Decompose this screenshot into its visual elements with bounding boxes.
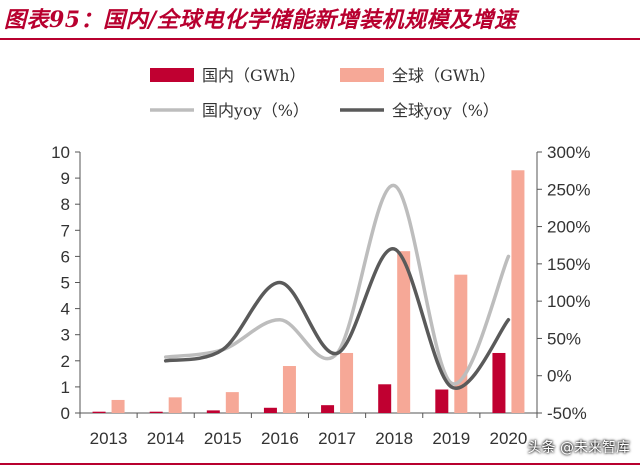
x-tick-label: 2020 [490, 429, 528, 448]
x-tick-label: 2015 [204, 429, 242, 448]
global-bar [225, 392, 239, 413]
left-tick-label: 5 [61, 274, 70, 293]
watermark: 头条 @未来智库 [527, 440, 630, 456]
x-tick-label: 2018 [375, 429, 413, 448]
domestic-bar [149, 411, 163, 413]
right-tick-label: -50% [547, 404, 587, 423]
left-tick-label: 9 [61, 169, 70, 188]
right-tick-label: 300% [547, 143, 590, 162]
right-tick-label: 100% [547, 292, 590, 311]
right-tick-label: 200% [547, 218, 590, 237]
left-tick-label: 0 [61, 404, 70, 423]
chart-title: 图表95：国内/全球电化学储能新增装机规模及增速 [4, 7, 517, 33]
left-tick-label: 3 [61, 326, 70, 345]
left-tick-label: 4 [61, 300, 70, 319]
global-bar [282, 366, 296, 413]
left-tick-label: 7 [61, 221, 70, 240]
domestic-bar [263, 407, 277, 413]
global-bar [511, 170, 525, 413]
right-tick-label: 150% [547, 255, 590, 274]
legend-domestic-gwh-label: 国内（GWh） [202, 66, 306, 85]
x-tick-label: 2013 [90, 429, 128, 448]
left-tick-label: 8 [61, 195, 70, 214]
x-tick-label: 2014 [147, 429, 185, 448]
domestic-bar [92, 411, 106, 413]
right-tick-label: 0% [547, 367, 572, 386]
x-tick-label: 2019 [432, 429, 470, 448]
global-bar [454, 274, 468, 413]
domestic-bar [206, 410, 220, 413]
domestic-bar [378, 384, 392, 413]
title-bar: 图表95：国内/全球电化学储能新增装机规模及增速 [0, 0, 640, 38]
title-underline [0, 38, 640, 40]
right-tick-label: 50% [547, 329, 581, 348]
x-tick-label: 2016 [261, 429, 299, 448]
right-tick-label: 250% [547, 180, 590, 199]
legend-global-yoy-label: 全球yoy（%） [392, 101, 499, 120]
legend-domestic-gwh-swatch [150, 68, 194, 82]
domestic-yoy-line [163, 183, 511, 386]
left-tick-label: 6 [61, 247, 70, 266]
legend-global-gwh-label: 全球（GWh） [392, 66, 496, 85]
domestic-bar [321, 405, 335, 413]
bottom-rule [0, 463, 640, 465]
global-bar [340, 352, 354, 413]
x-tick-label: 2017 [318, 429, 356, 448]
global-bar [397, 251, 411, 413]
left-tick-label: 1 [61, 378, 70, 397]
domestic-bar [435, 389, 449, 413]
domestic-bar [492, 352, 506, 413]
left-tick-label: 10 [51, 143, 70, 162]
global-bar [111, 399, 125, 413]
left-tick-label: 2 [61, 352, 70, 371]
legend-global-gwh-swatch [340, 68, 384, 82]
global-bar [168, 397, 182, 413]
global-yoy-line [163, 247, 511, 390]
legend-domestic-yoy-label: 国内yoy（%） [202, 101, 309, 120]
